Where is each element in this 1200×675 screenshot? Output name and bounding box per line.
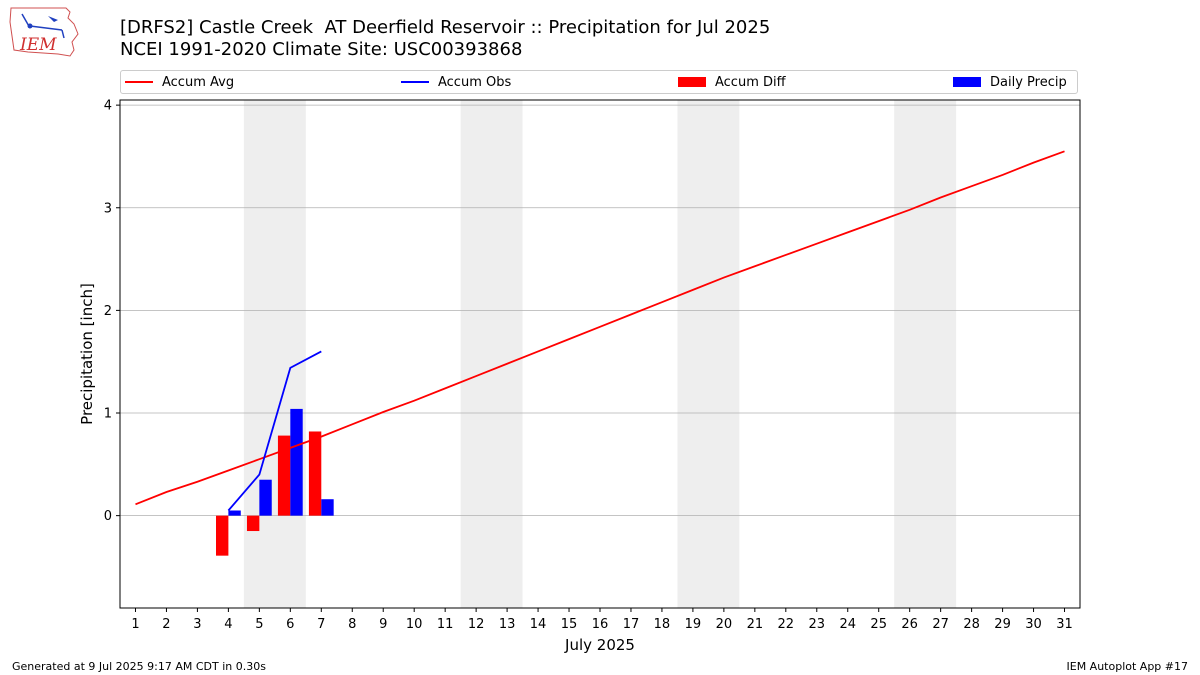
legend-swatch-accum-diff	[678, 77, 706, 87]
x-tick-label: 3	[193, 617, 201, 632]
chart-legend: Accum Avg Accum Obs Accum Diff Daily Pre…	[120, 70, 1078, 94]
y-tick-label: 0	[104, 509, 112, 524]
weekend-band	[460, 100, 523, 608]
legend-item-accum-avg: Accum Avg	[125, 71, 234, 93]
footer-app: IEM Autoplot App #17	[1066, 660, 1189, 673]
accum-diff-bar	[246, 515, 260, 532]
x-tick-label: 17	[623, 617, 640, 632]
weekend-band	[894, 100, 957, 608]
y-tick-label: 4	[104, 99, 112, 114]
x-tick-label: 9	[379, 617, 387, 632]
x-tick-label: 5	[255, 617, 263, 632]
x-tick-label: 11	[437, 617, 454, 632]
x-tick-label: 29	[994, 617, 1011, 632]
x-tick-label: 12	[468, 617, 485, 632]
daily-precip-bar	[228, 510, 241, 516]
x-axis-label: July 2025	[564, 636, 635, 654]
daily-precip-bar	[259, 479, 272, 516]
x-tick-label: 24	[839, 617, 856, 632]
x-tick-label: 14	[530, 617, 547, 632]
svg-text:IEM: IEM	[19, 35, 57, 55]
x-tick-label: 23	[809, 617, 826, 632]
daily-precip-bar	[321, 499, 334, 516]
x-tick-label: 26	[901, 617, 918, 632]
weekend-band	[677, 100, 740, 608]
x-tick-label: 16	[592, 617, 609, 632]
x-tick-label: 1	[131, 617, 139, 632]
legend-label-accum-avg: Accum Avg	[162, 74, 235, 90]
x-tick-label: 20	[716, 617, 733, 632]
x-tick-label: 19	[685, 617, 702, 632]
y-tick-label: 3	[104, 201, 112, 216]
x-tick-label: 31	[1056, 617, 1073, 632]
iem-logo: IEM	[8, 6, 80, 58]
legend-item-daily-precip: Daily Precip	[953, 71, 1067, 93]
accum-diff-bar	[277, 435, 291, 516]
accum-obs-line	[227, 350, 322, 512]
y-axis-label: Precipitation [inch]	[78, 283, 96, 425]
weekend-band	[243, 100, 306, 608]
bars	[216, 408, 334, 556]
weekend-shading	[243, 100, 957, 608]
x-tick-label: 13	[499, 617, 516, 632]
y-tick-label: 1	[104, 407, 112, 422]
x-tick-label: 30	[1025, 617, 1042, 632]
footer-generated: Generated at 9 Jul 2025 9:17 AM CDT in 0…	[12, 660, 266, 673]
x-tick-label: 21	[747, 617, 764, 632]
x-tick-label: 6	[286, 617, 294, 632]
y-tick-label: 2	[104, 304, 112, 319]
x-tick-label: 2	[162, 617, 170, 632]
iem-logo-graphic: IEM	[9, 7, 79, 57]
accum-diff-bar	[216, 515, 229, 556]
legend-label-accum-diff: Accum Diff	[715, 74, 786, 90]
x-tick-label: 28	[963, 617, 980, 632]
legend-label-daily-precip: Daily Precip	[990, 74, 1067, 90]
legend-label-accum-obs: Accum Obs	[438, 74, 512, 90]
legend-swatch-daily-precip	[953, 77, 981, 87]
legend-item-accum-obs: Accum Obs	[401, 71, 511, 93]
accum-avg-line	[135, 150, 1065, 506]
x-tick-label: 8	[348, 617, 356, 632]
legend-item-accum-diff: Accum Diff	[678, 71, 786, 93]
x-tick-label: 4	[224, 617, 232, 632]
x-tick-label: 7	[317, 617, 325, 632]
x-tick-label: 15	[561, 617, 578, 632]
accum-diff-bar	[308, 431, 322, 516]
series-lines	[135, 150, 1065, 512]
legend-swatch-accum-obs	[401, 81, 429, 83]
x-tick-label: 27	[932, 617, 949, 632]
x-tick-label: 10	[406, 617, 423, 632]
chart-subtitle: NCEI 1991-2020 Climate Site: USC00393868	[120, 39, 523, 60]
x-tick-label: 18	[654, 617, 671, 632]
x-tick-label: 22	[778, 617, 795, 632]
chart-title: [DRFS2] Castle Creek AT Deerfield Reserv…	[120, 17, 771, 38]
x-tick-label: 25	[870, 617, 887, 632]
legend-swatch-accum-avg	[125, 81, 153, 83]
daily-precip-bar	[290, 408, 303, 516]
